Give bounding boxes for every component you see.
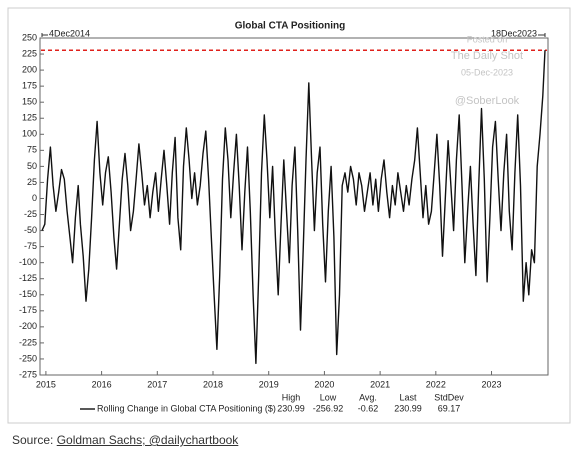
source-link[interactable]: Goldman Sachs; @dailychartbook	[56, 433, 239, 447]
stat-value: -0.62	[358, 403, 379, 413]
y-tick-label: 25	[27, 177, 37, 187]
y-tick-label: -225	[19, 337, 37, 347]
y-tick-label: -25	[24, 209, 37, 219]
y-tick-label: 175	[22, 81, 37, 91]
y-tick-label: 125	[22, 113, 37, 123]
source-label: Source:	[12, 433, 54, 447]
y-tick-label: 225	[22, 48, 37, 58]
stat-label: Last	[399, 392, 417, 402]
y-tick-label: -175	[19, 305, 37, 315]
y-tick-label: 50	[27, 161, 37, 171]
stat-value: 69.17	[438, 403, 461, 413]
y-tick-label: 250	[22, 32, 37, 42]
x-tick-label: 2015	[36, 379, 56, 389]
y-tick-label: 0	[32, 193, 37, 203]
y-tick-label: -75	[24, 241, 37, 251]
legend-label: Rolling Change in Global CTA Positioning…	[97, 403, 276, 413]
y-tick-label: 100	[22, 129, 37, 139]
y-tick-label: -50	[24, 225, 37, 235]
watermark: 05-Dec-2023	[461, 67, 513, 77]
y-tick-label: -275	[19, 369, 37, 379]
y-tick-label: -250	[19, 353, 37, 363]
x-tick-label: 2021	[370, 379, 390, 389]
stat-value: 230.99	[277, 403, 305, 413]
x-tick-label: 2022	[426, 379, 446, 389]
y-tick-label: -200	[19, 321, 37, 331]
y-tick-label: -150	[19, 289, 37, 299]
source: Source: Goldman Sachs; @dailychartbook	[12, 433, 238, 447]
x-tick-label: 2016	[92, 379, 112, 389]
chart: Global CTA Positioning 4Dec2014 18Dec202…	[7, 7, 571, 424]
stat-label: Low	[320, 392, 337, 402]
watermark: Posted on	[467, 34, 508, 44]
x-tick-label: 2017	[147, 379, 167, 389]
x-tick-label: 2023	[482, 379, 502, 389]
x-tick-label: 2020	[314, 379, 334, 389]
watermark: @SoberLook	[455, 95, 520, 107]
stat-label: High	[282, 392, 301, 402]
y-tick-label: 200	[22, 64, 37, 74]
end-label: 18Dec2023	[491, 28, 537, 38]
start-label: 4Dec2014	[49, 28, 90, 38]
y-tick-label: 75	[27, 145, 37, 155]
y-tick-label: -125	[19, 273, 37, 283]
stat-value: 230.99	[394, 403, 422, 413]
y-tick-label: 150	[22, 97, 37, 107]
x-tick-label: 2018	[203, 379, 223, 389]
chart-title: Global CTA Positioning	[235, 21, 346, 32]
watermark: The Daily Shot	[451, 50, 523, 62]
stat-label: StdDev	[434, 392, 464, 402]
stat-value: -256.92	[313, 403, 344, 413]
series-line	[41, 50, 546, 365]
stat-label: Avg.	[359, 392, 377, 402]
x-tick-label: 2019	[259, 379, 279, 389]
y-tick-label: -100	[19, 257, 37, 267]
